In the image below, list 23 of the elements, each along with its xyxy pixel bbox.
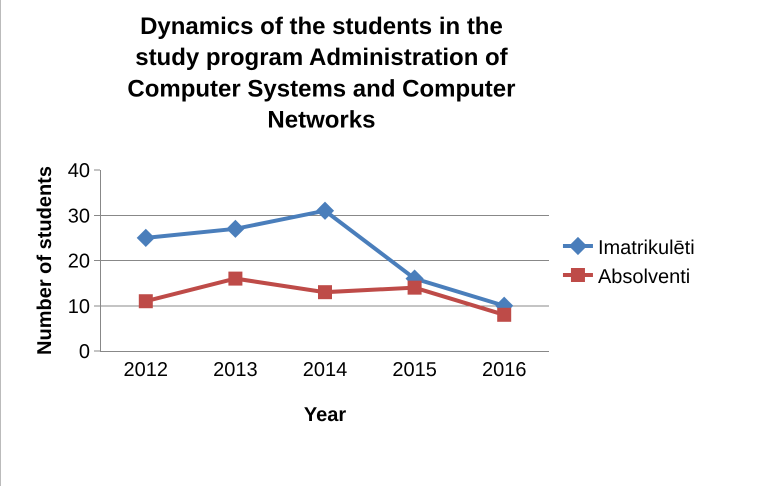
y-tick-label: 30: [68, 205, 90, 228]
y-tick-label: 10: [68, 296, 90, 318]
x-axis-title: Year: [304, 404, 346, 426]
point: [318, 285, 332, 300]
point: [228, 272, 242, 286]
y-tick-label: 40: [68, 160, 90, 182]
point: [136, 228, 155, 247]
chart-title: Dynamics of the students in the study program Administration of Computer Systems and Computer Networks: [127, 13, 516, 134]
point: [497, 308, 512, 322]
y-tick-label: 0: [78, 341, 90, 363]
legend-label: Imatrikulēti: [598, 236, 695, 259]
x-tick-label: 2012: [124, 359, 168, 381]
x-tick-label: 2015: [392, 359, 437, 381]
x-tick-label: 2014: [302, 359, 348, 381]
x-tick-label: 2013: [213, 359, 258, 381]
point: [138, 294, 153, 308]
point: [316, 202, 334, 220]
point: [408, 280, 422, 295]
point: [226, 220, 244, 238]
legend-label: Absolventi: [598, 266, 690, 288]
y-axis-title: Number of students: [34, 166, 56, 355]
x-tick-label: 2016: [482, 359, 526, 381]
y-tick-label: 20: [68, 250, 90, 272]
